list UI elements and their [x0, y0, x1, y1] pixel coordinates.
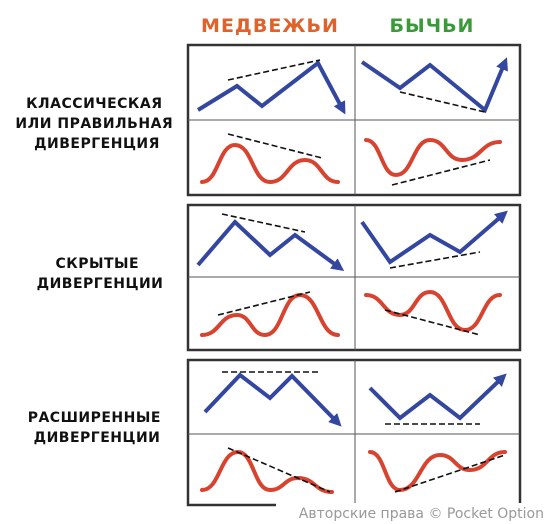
trend-line [384, 309, 481, 336]
price-line [203, 372, 342, 427]
row-label: КЛАССИЧЕСКАЯ ИЛИ ПРАВИЛЬНАЯ ДИВЕРГЕНЦИЯ [15, 96, 178, 152]
price-line [360, 210, 508, 265]
trend-line [227, 447, 331, 493]
oscillator-line [200, 449, 334, 494]
oscillator-line [200, 292, 340, 338]
row-label: СКРЫТЫЕ ДИВЕРГЕНЦИИ [37, 256, 164, 292]
column-header: МЕДВЕЖЬИ [201, 15, 339, 37]
price-line [368, 373, 507, 421]
trend-line [227, 59, 321, 81]
trend-line [389, 251, 481, 269]
watermark-bg [276, 503, 550, 524]
oscillator-line [368, 450, 507, 493]
watermark: Авторские права © Pocket Option [299, 506, 544, 522]
divergence-sketches [196, 57, 508, 494]
column-header: БЫЧЬИ [390, 15, 475, 37]
row-label: РАСШИРЕННЫЕ ДИВЕРГЕНЦИИ [28, 410, 167, 446]
oscillator-line [200, 142, 340, 185]
oscillator-line [364, 137, 502, 178]
trend-line [217, 291, 311, 316]
boxes [186, 43, 522, 507]
trend-line [394, 454, 506, 493]
trend-line [227, 133, 323, 159]
trend-line [221, 213, 306, 233]
price-line [196, 59, 346, 115]
trend-line [399, 91, 486, 113]
price-line [360, 57, 508, 114]
price-line [196, 219, 345, 272]
trend-line [391, 159, 491, 186]
